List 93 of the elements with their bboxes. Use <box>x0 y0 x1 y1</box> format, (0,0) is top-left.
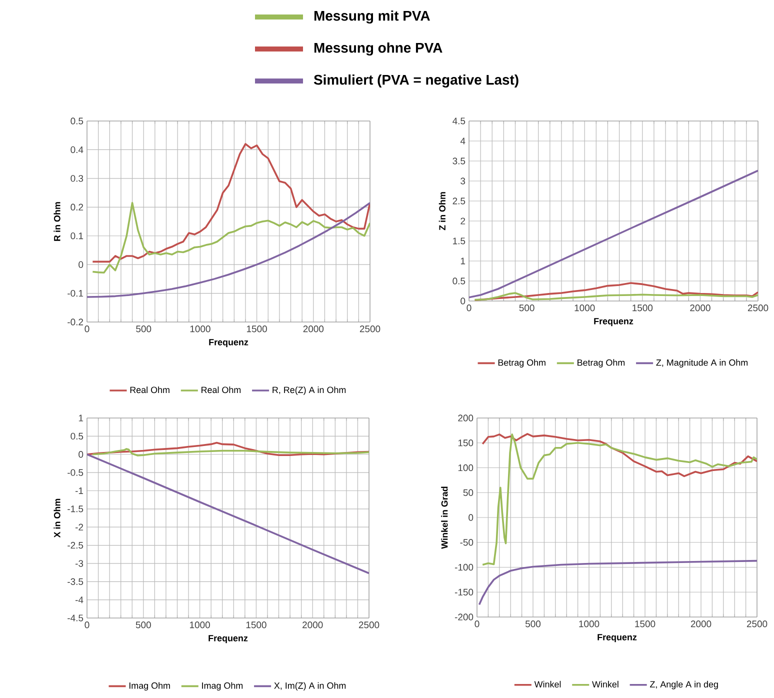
y-tick-label: -1.5 <box>68 506 84 512</box>
y-tick-label: -2.5 <box>68 542 84 549</box>
x-axis-title: Frequenz <box>594 318 634 326</box>
x-tick-label: 2000 <box>690 304 710 312</box>
legend-label: Messung ohne PVA <box>314 42 442 56</box>
line-series <box>87 453 369 574</box>
x-tick-label: 2000 <box>690 620 712 628</box>
y-tick-label: -100 <box>454 564 474 571</box>
x-tick-label: 1000 <box>190 622 210 628</box>
y-axis-title: Z in Ohm <box>438 192 446 230</box>
y-tick-label: 100 <box>458 464 474 472</box>
x-axis-title: Frequenz <box>208 635 248 644</box>
y-tick-label: -200 <box>454 614 474 620</box>
y-tick-label: 0.3 <box>70 175 84 182</box>
y-tick-label: 1 <box>460 258 466 264</box>
y-tick-label: 2.5 <box>452 198 466 204</box>
y-axis-title: R in Ohm <box>54 202 60 241</box>
legend-label: Betrag Ohm <box>578 359 625 368</box>
y-tick-label: 0.4 <box>70 146 84 154</box>
x-tick-label: 1000 <box>190 326 210 332</box>
x-tick-label: 0 <box>474 620 480 628</box>
y-tick-label: -1 <box>75 487 84 494</box>
x-tick-label: 0 <box>84 326 90 332</box>
x-axis-title: Frequenz <box>209 339 248 348</box>
x-tick-label: 1500 <box>246 622 266 628</box>
y-tick-label: -2 <box>75 524 84 530</box>
y-tick-label: -4 <box>75 596 84 604</box>
y-tick-label: 0.5 <box>452 278 466 284</box>
x-tick-label: 500 <box>525 620 541 628</box>
y-tick-label: 3 <box>460 178 466 184</box>
legend-label: Winkel <box>534 680 561 688</box>
x-tick-label: 1500 <box>632 304 653 312</box>
x-tick-label: 2500 <box>748 304 768 312</box>
legend-label: Imag Ohm <box>129 682 170 691</box>
y-tick-label: 0.5 <box>70 432 84 440</box>
legend-label: Real Ohm <box>202 386 241 394</box>
y-tick-label: -3.5 <box>68 578 84 585</box>
y-tick-label: 0.5 <box>70 118 84 124</box>
line-series <box>92 202 370 274</box>
legend-label: Winkel <box>592 680 618 688</box>
y-tick-label: 4 <box>460 138 466 144</box>
y-tick-label: 0 <box>78 261 84 268</box>
y-tick-label: 50 <box>463 489 474 496</box>
legend-label: Z, Angle A in deg <box>650 680 718 690</box>
legend-label: Betrag Ohm <box>498 359 546 368</box>
y-axis-title: Winkel in Grad <box>441 486 448 549</box>
y-tick-label: 3.5 <box>452 158 466 164</box>
y-tick-label: 1.5 <box>453 238 466 244</box>
legend-label: R, Re(Z) A in Ohm <box>272 386 346 395</box>
y-tick-label: -0.1 <box>68 290 84 297</box>
x-tick-label: 2500 <box>360 326 380 332</box>
line-series <box>482 434 758 566</box>
x-tick-label: 2500 <box>358 622 380 628</box>
y-tick-label: -0.5 <box>68 469 84 476</box>
y-tick-label: 0.2 <box>70 204 84 211</box>
line-series <box>87 442 369 456</box>
x-tick-label: 500 <box>519 304 534 312</box>
y-tick-label: -3 <box>75 560 84 567</box>
x-tick-label: 1500 <box>635 620 656 628</box>
legend-label: Simuliert (PVA = negative Last) <box>314 74 518 88</box>
x-tick-label: 1500 <box>246 326 267 332</box>
legend-label: Imag Ohm <box>202 682 243 691</box>
x-axis-title: Frequenz <box>598 634 637 642</box>
x-tick-label: 0 <box>84 622 90 628</box>
y-tick-label: 4.5 <box>452 118 466 124</box>
y-tick-label: 0 <box>468 514 474 521</box>
x-tick-label: 1000 <box>574 304 595 312</box>
legend-label: Real Ohm <box>130 386 170 394</box>
x-tick-label: 500 <box>136 326 152 332</box>
x-tick-label: 2000 <box>303 326 324 332</box>
y-tick-label: 1 <box>78 414 84 422</box>
y-tick-label: 150 <box>458 440 474 446</box>
y-tick-label: 2 <box>460 218 466 224</box>
x-tick-label: 500 <box>136 622 151 628</box>
line-series <box>474 292 758 301</box>
y-tick-label: 0 <box>460 298 466 304</box>
y-tick-label: -0.2 <box>68 318 84 326</box>
line-series <box>482 433 758 478</box>
y-tick-label: -4.5 <box>68 614 84 622</box>
legend-label: X, Im(Z) A in Ohm <box>274 682 346 691</box>
y-tick-label: 0.1 <box>70 232 84 240</box>
y-tick-label: -150 <box>454 588 474 596</box>
line-series <box>474 282 758 302</box>
y-axis-title: X in Ohm <box>54 498 60 538</box>
y-tick-label: 0 <box>78 451 84 458</box>
x-tick-label: 2500 <box>746 620 768 628</box>
y-tick-label: -50 <box>460 539 474 546</box>
x-tick-label: 1000 <box>579 620 600 628</box>
line-series <box>87 202 370 298</box>
legend-label: Z, Magnitude A in Ohm <box>656 359 748 368</box>
y-tick-label: 200 <box>458 414 474 422</box>
x-tick-label: 2000 <box>302 622 323 628</box>
legend-label: Messung mit PVA <box>314 10 430 24</box>
